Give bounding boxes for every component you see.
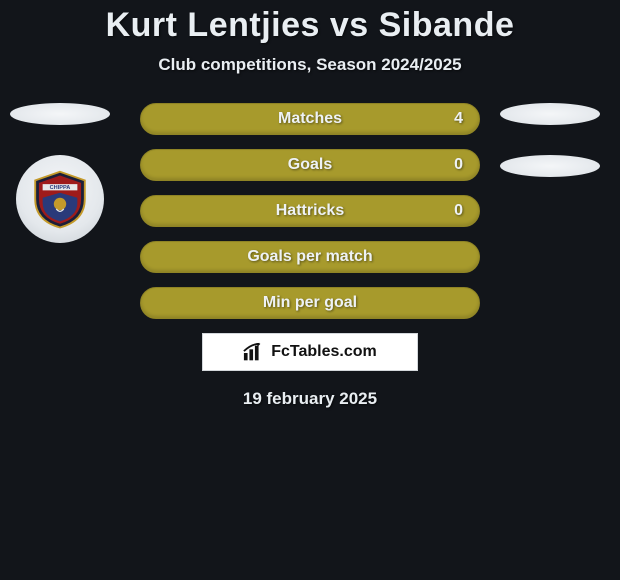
stat-label: Hattricks <box>276 202 344 220</box>
stat-label: Matches <box>278 110 342 128</box>
club-crest: CHIPPA <box>16 155 104 243</box>
stat-value-right: 4 <box>454 110 463 128</box>
bar-chart-icon <box>243 342 265 362</box>
stat-row-min-per-goal: Min per goal <box>140 287 480 319</box>
svg-text:CHIPPA: CHIPPA <box>50 185 71 191</box>
footer-date: 19 february 2025 <box>0 389 620 409</box>
crest-ring: CHIPPA <box>16 155 104 243</box>
player-placeholder-ellipse <box>500 155 600 177</box>
brand-text: FcTables.com <box>271 343 377 361</box>
stat-label: Goals <box>288 156 332 174</box>
stat-row-goals: Goals 0 <box>140 149 480 181</box>
left-player-column: CHIPPA <box>10 103 110 243</box>
player-placeholder-ellipse <box>10 103 110 125</box>
stat-label: Min per goal <box>263 294 357 312</box>
stat-value-right: 0 <box>454 156 463 174</box>
right-player-column <box>500 103 600 207</box>
stat-value-right: 0 <box>454 202 463 220</box>
stat-row-goals-per-match: Goals per match <box>140 241 480 273</box>
stats-list: Matches 4 Goals 0 Hattricks 0 Goals per … <box>140 103 480 319</box>
stat-row-hattricks: Hattricks 0 <box>140 195 480 227</box>
page-title: Kurt Lentjies vs Sibande <box>0 6 620 45</box>
stat-row-matches: Matches 4 <box>140 103 480 135</box>
comparison-card: Kurt Lentjies vs Sibande Club competitio… <box>0 0 620 580</box>
page-subtitle: Club competitions, Season 2024/2025 <box>0 55 620 75</box>
chippa-shield-icon: CHIPPA <box>29 168 91 230</box>
stat-label: Goals per match <box>247 248 372 266</box>
content-area: CHIPPA Matches 4 Goals 0 <box>0 103 620 409</box>
brand-badge[interactable]: FcTables.com <box>202 333 418 371</box>
player-placeholder-ellipse <box>500 103 600 125</box>
